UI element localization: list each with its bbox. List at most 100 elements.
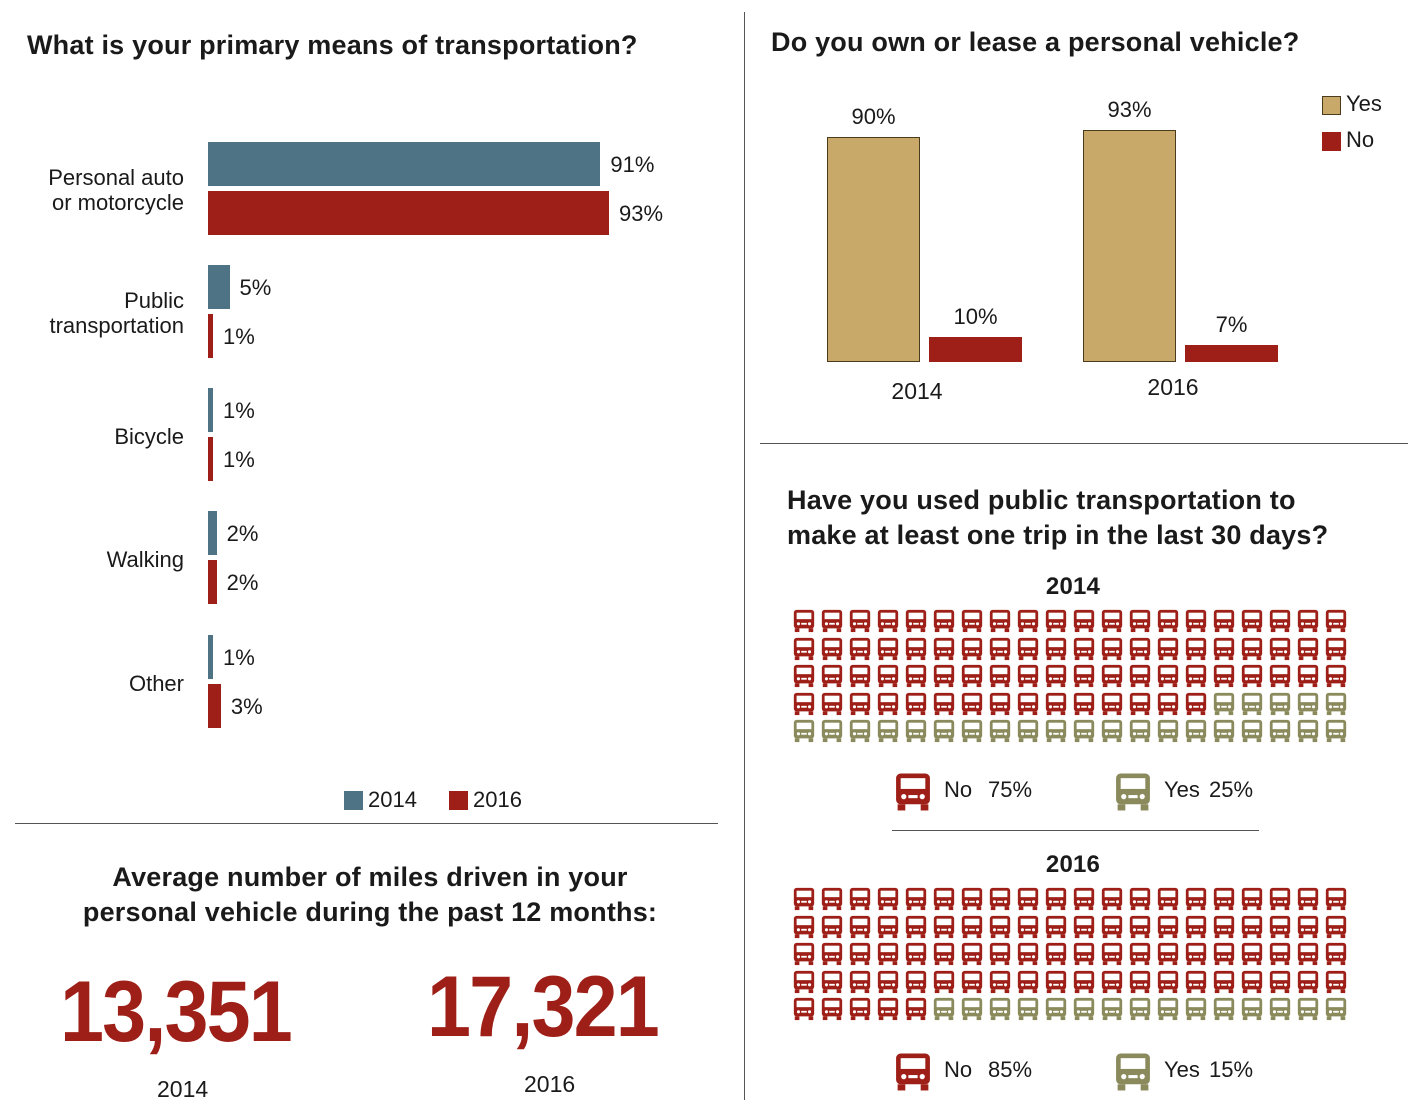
bus-icon-no xyxy=(792,692,816,716)
bar-2016-3 xyxy=(208,560,217,604)
bus-icon-no xyxy=(960,915,984,939)
bus-icon-no xyxy=(848,664,872,688)
bus-icon-no xyxy=(1324,637,1348,661)
bus-icon-no xyxy=(1324,609,1348,633)
bus-icon-no xyxy=(1296,915,1320,939)
value-label-2014-1: 5% xyxy=(239,275,272,300)
bus-icon-no xyxy=(1268,942,1292,966)
bus-icon-no xyxy=(1240,637,1264,661)
bus-icon-no xyxy=(960,942,984,966)
bus-icon-no xyxy=(904,637,928,661)
bus-icon-no xyxy=(1156,609,1180,633)
bus-icon-no xyxy=(932,609,956,633)
bus-icon-no xyxy=(1212,887,1236,911)
bus-icon-no xyxy=(1156,915,1180,939)
bar-No-2014 xyxy=(929,337,1022,362)
bus-icon-yes xyxy=(1072,719,1096,743)
bus-icon-no xyxy=(960,692,984,716)
pictogram-year-2016: 2016 xyxy=(1045,851,1101,878)
bus-icon-no xyxy=(1184,942,1208,966)
vertical-divider xyxy=(744,12,745,1100)
bus-icon-no xyxy=(1016,609,1040,633)
bus-icon-no xyxy=(1016,637,1040,661)
bus-icon-no xyxy=(1296,637,1320,661)
bus-icon-legend-no xyxy=(893,1052,933,1092)
bus-icon-no xyxy=(1268,970,1292,994)
bar-2014-2 xyxy=(208,388,213,432)
bus-icon-no xyxy=(848,942,872,966)
bus-icon-no xyxy=(1072,887,1096,911)
bar-2014-4 xyxy=(208,635,213,679)
bus-icon-yes xyxy=(1296,997,1320,1021)
bus-icon-no xyxy=(1128,915,1152,939)
bus-icon-no xyxy=(1324,942,1348,966)
bus-icon-no xyxy=(932,664,956,688)
bus-icon-no xyxy=(1100,664,1124,688)
bus-icon-no xyxy=(1212,915,1236,939)
bus-icon-no xyxy=(1324,915,1348,939)
bus-icon-no xyxy=(876,609,900,633)
bus-icon-no xyxy=(904,915,928,939)
bus-icon-yes xyxy=(1240,719,1264,743)
bus-icon-no xyxy=(792,942,816,966)
bus-icon-no xyxy=(1128,942,1152,966)
bus-icon-no xyxy=(904,887,928,911)
bus-icon-no xyxy=(1296,609,1320,633)
bus-icon-no xyxy=(904,609,928,633)
value-label-2016-4: 3% xyxy=(230,694,263,719)
legend-label-yes: Yes xyxy=(1346,91,1382,116)
bus-icon-no xyxy=(820,915,844,939)
value-label-2014-4: 1% xyxy=(223,645,255,670)
bus-icon-yes xyxy=(1212,692,1236,716)
bus-icon-no xyxy=(1268,915,1292,939)
bus-icon-no xyxy=(876,664,900,688)
bus-icon-yes xyxy=(1100,719,1124,743)
bus-icon-no xyxy=(1100,637,1124,661)
bus-icon-no xyxy=(876,970,900,994)
bus-icon-yes xyxy=(1212,997,1236,1021)
bus-icon-yes xyxy=(1240,997,1264,1021)
miles-2014-year: 2014 xyxy=(157,1076,209,1102)
bus-icon-yes xyxy=(1268,692,1292,716)
bus-icon-no xyxy=(1240,609,1264,633)
bus-icon-no xyxy=(820,637,844,661)
bus-icon-no xyxy=(1324,887,1348,911)
bus-icon-yes xyxy=(1212,719,1236,743)
bus-icon-no xyxy=(1128,637,1152,661)
bus-icon-no xyxy=(848,915,872,939)
bus-icon-no xyxy=(1240,970,1264,994)
bus-icon-no xyxy=(1296,887,1320,911)
bus-icon-no xyxy=(876,915,900,939)
bus-icon-no xyxy=(1156,887,1180,911)
bus-icon-no xyxy=(848,997,872,1021)
bus-icon-no xyxy=(1128,692,1152,716)
bus-icon-no xyxy=(820,609,844,633)
value-label-2016-3: 2% xyxy=(226,570,259,595)
bus-icon-no xyxy=(1212,942,1236,966)
bus-icon-no xyxy=(1128,887,1152,911)
legend-yes-label-2016: Yes xyxy=(1164,1057,1200,1082)
bus-icon-no xyxy=(820,970,844,994)
bus-icon-no xyxy=(960,887,984,911)
bus-icon-no xyxy=(792,915,816,939)
value-label-Yes-2014: 90% xyxy=(851,104,896,129)
bus-icon-no xyxy=(1072,609,1096,633)
bus-icon-no xyxy=(1184,664,1208,688)
bus-icon-no xyxy=(1044,692,1068,716)
bus-icon-yes xyxy=(1156,997,1180,1021)
bar-2014-3 xyxy=(208,511,217,555)
bus-icon-legend-yes xyxy=(1113,772,1153,812)
bus-icon-yes xyxy=(932,997,956,1021)
legend-swatch-2016 xyxy=(449,791,468,810)
bus-icon-no xyxy=(1044,970,1068,994)
bus-icon-no xyxy=(1016,915,1040,939)
bus-icon-no xyxy=(1100,915,1124,939)
bar-Yes-2014 xyxy=(827,137,920,362)
bus-icon-legend-yes xyxy=(1113,1052,1153,1092)
bus-icon-no xyxy=(1240,664,1264,688)
category-label: Bicycle xyxy=(114,423,184,449)
bus-icon-no xyxy=(792,609,816,633)
bus-icon-yes xyxy=(1296,719,1320,743)
value-label-Yes-2016: 93% xyxy=(1107,96,1152,122)
legend-label-no: No xyxy=(1346,127,1375,152)
